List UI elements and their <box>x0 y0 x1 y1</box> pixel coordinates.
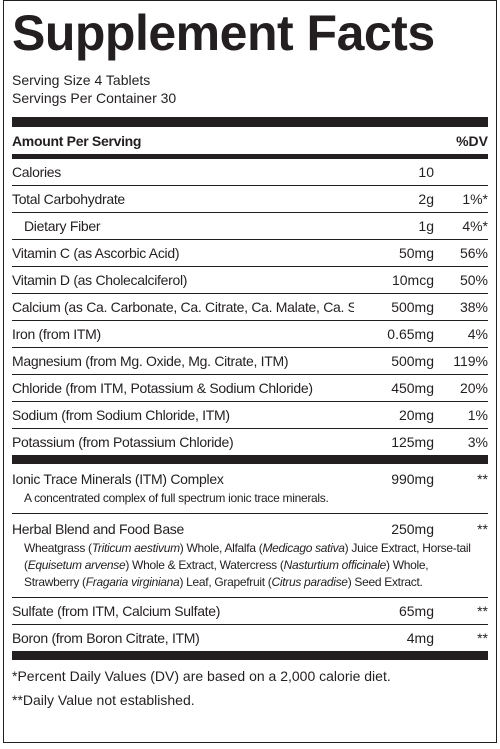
daily-value: 4% <box>467 326 488 342</box>
description-text: Citrus paradise <box>271 575 348 589</box>
other-rows: Sulfate (from ITM, Calcium Sulfate) 65mg *… <box>12 598 488 652</box>
footnotes: *Percent Daily Values (DV) are based on … <box>12 664 488 712</box>
nutrient-row: Vitamin C (as Ascorbic Acid) 50mg 56% <box>12 240 488 267</box>
description-text: ) Whole, Alfalfa ( <box>179 541 263 555</box>
description-text: Wheatgrass ( <box>24 541 92 555</box>
amount: 1g <box>418 218 434 234</box>
header-row: Amount Per Serving %DV <box>12 127 488 154</box>
daily-value: ** <box>477 603 488 619</box>
thick-rule <box>12 117 488 127</box>
nutrient-name: Magnesium (from Mg. Oxide, Mg. Citrate, … <box>12 353 289 369</box>
nutrient-row: Calcium (as Ca. Carbonate, Ca. Citrate, … <box>12 294 488 321</box>
daily-value: 119% <box>453 353 488 369</box>
description-text: Medicago sativa <box>262 541 345 555</box>
nutrient-row: Total Carbohydrate 2g 1%* <box>12 186 488 213</box>
medium-rule <box>12 154 488 159</box>
amount: 2g <box>418 191 434 207</box>
description-text: ) Whole, Strawberry ( <box>24 558 429 589</box>
complex-block: Herbal Blend and Food Base 250mg ** Wheatgr… <box>12 514 488 598</box>
servings-per-container: Servings Per Container 30 <box>12 90 177 106</box>
daily-value: 1% <box>467 407 488 423</box>
complex-rows: Ionic Trace Minerals (ITM) Complex 990mg *… <box>12 464 488 598</box>
description-text: A concentrated complex of full spectrum … <box>24 491 329 505</box>
nutrient-name: Sodium (from Sodium Chloride, ITM) <box>12 407 230 423</box>
description-text: ) Whole & Extract, Watercress ( <box>125 558 284 572</box>
footnote: *Percent Daily Values (DV) are based on … <box>12 668 391 684</box>
nutrient-row: Chloride (from ITM, Potassium & Sodium C… <box>12 375 488 402</box>
description-text: Triticum aestivum <box>91 541 180 555</box>
nutrient-row: Dietary Fiber 1g 4%* <box>12 213 488 240</box>
daily-value: 4%* <box>462 218 488 234</box>
description-text: ) Leaf, Grapefruit ( <box>179 575 272 589</box>
amount: 20mg <box>398 407 434 423</box>
description-text: Nasturtium officinale <box>283 558 387 572</box>
nutrient-row: Vitamin D (as Cholecalciferol) 10mcg 50% <box>12 267 488 294</box>
nutrient-name: Calcium (as Ca. Carbonate, Ca. Citrate, … <box>12 299 354 315</box>
amount: 990mg <box>391 471 434 487</box>
nutrient-row: Potassium (from Potassium Chloride) 125mg… <box>12 429 488 456</box>
nutrient-name: Herbal Blend and Food Base <box>12 521 184 537</box>
header-amount: Amount Per Serving <box>12 132 142 149</box>
thick-rule <box>12 652 488 660</box>
thick-rule <box>12 456 488 464</box>
nutrient-name: Potassium (from Potassium Chloride) <box>12 434 234 450</box>
title: Supplement Facts <box>12 5 435 61</box>
daily-value: ** <box>477 521 488 537</box>
amount: 500mg <box>391 353 434 369</box>
nutrient-name: Iron (from ITM) <box>12 326 101 342</box>
amount: 125mg <box>391 434 434 450</box>
footnote: **Daily Value not established. <box>12 692 195 708</box>
daily-value: 50% <box>459 272 488 288</box>
nutrient-name: Boron (from Boron Citrate, ITM) <box>12 630 200 646</box>
description-text: Equisetum arvense <box>27 558 126 572</box>
daily-value: ** <box>477 471 488 487</box>
nutrient-name: Total Carbohydrate <box>12 191 125 207</box>
nutrient-row: Magnesium (from Mg. Oxide, Mg. Citrate, … <box>12 348 488 375</box>
amount: 50mg <box>398 245 434 261</box>
header-dv: %DV <box>456 132 488 149</box>
nutrient-rows: Calories 10 Total Carbohydrate 2g 1%* Dietary… <box>12 159 488 456</box>
serving-size: Serving Size 4 Tablets <box>12 72 151 88</box>
daily-value: 3% <box>467 434 488 450</box>
amount: 0.65mg <box>387 326 434 342</box>
amount: 4mg <box>406 630 434 646</box>
nutrient-row: Iron (from ITM) 0.65mg 4% <box>12 321 488 348</box>
nutrient-row: Calories 10 <box>12 159 488 186</box>
supplement-label: Supplement Facts Serving Size 4 Tablets … <box>3 0 497 743</box>
nutrient-row: Sodium (from Sodium Chloride, ITM) 20mg 1% <box>12 402 488 429</box>
complex-block: Ionic Trace Minerals (ITM) Complex 990mg *… <box>12 464 488 514</box>
nutrient-name: Calories <box>12 164 61 180</box>
nutrient-name: Dietary Fiber <box>24 218 101 234</box>
complex-description: A concentrated complex of full spectrum … <box>12 490 488 507</box>
complex-description: Wheatgrass (Triticum aestivum) Whole, Al… <box>12 540 488 591</box>
amount: 65mg <box>398 603 434 619</box>
nutrient-row: Sulfate (from ITM, Calcium Sulfate) 65mg *… <box>12 598 488 625</box>
daily-value: 20% <box>459 380 488 396</box>
nutrient-row: Boron (from Boron Citrate, ITM) 4mg ** <box>12 625 488 652</box>
nutrient-name: Vitamin C (as Ascorbic Acid) <box>12 245 180 261</box>
daily-value: 38% <box>459 299 488 315</box>
amount: 500mg <box>391 299 434 315</box>
nutrient-name: Vitamin D (as Cholecalciferol) <box>12 272 188 288</box>
nutrient-row: Herbal Blend and Food Base 250mg ** <box>12 518 488 540</box>
daily-value: 1%* <box>462 191 488 207</box>
nutrient-row: Ionic Trace Minerals (ITM) Complex 990mg *… <box>12 468 488 490</box>
description-text: ) Seed Extract. <box>347 575 423 589</box>
amount: 10mcg <box>391 272 434 288</box>
daily-value: 56% <box>459 245 488 261</box>
nutrient-name: Ionic Trace Minerals (ITM) Complex <box>12 471 224 487</box>
amount: 10 <box>418 164 434 180</box>
daily-value: ** <box>477 630 488 646</box>
nutrient-name: Sulfate (from ITM, Calcium Sulfate) <box>12 603 221 619</box>
amount: 250mg <box>391 521 434 537</box>
description-text: ) Juice Extract, Horse-tail ( <box>24 541 471 572</box>
description-text: Fragaria virginiana <box>85 575 180 589</box>
nutrient-name: Chloride (from ITM, Potassium & Sodium C… <box>12 380 313 396</box>
amount: 450mg <box>391 380 434 396</box>
